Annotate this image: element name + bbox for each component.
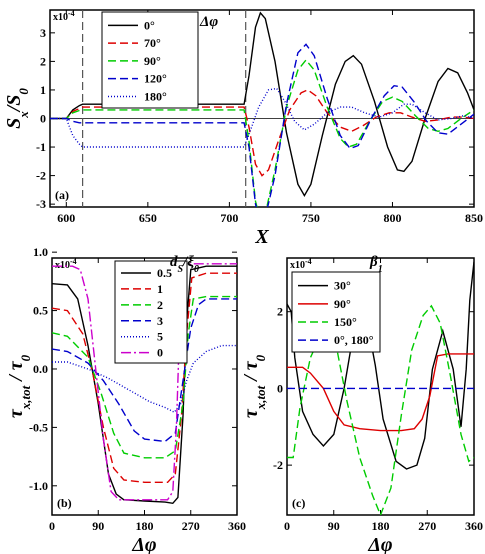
- panel-tag: (a): [55, 188, 69, 202]
- series-line-a-3: [50, 43, 474, 207]
- panel-a: 600 650 700 750 800 850-3-2-10123x10-40°70°90…: [3, 9, 483, 249]
- panel-tag: (b): [57, 496, 72, 510]
- y-tick-label: 0: [277, 381, 283, 395]
- panel-tag: (c): [292, 496, 305, 510]
- x-tick-label: 270: [418, 519, 436, 533]
- series-line-b-4: [52, 344, 237, 414]
- x-tick-label: 360: [228, 519, 246, 533]
- y-tick-label: -0.5: [29, 420, 48, 434]
- x-axis-label: Δφ: [367, 534, 392, 554]
- y-tick-label: 1: [40, 83, 46, 97]
- x-tick-label: 90: [328, 519, 340, 533]
- y-axis-label: Sx/S0: [3, 88, 31, 129]
- legend-title: β1: [369, 254, 383, 275]
- legend-box: [114, 260, 188, 364]
- y-tick-label: 2: [40, 54, 46, 68]
- legend-label: 150°: [334, 315, 357, 329]
- y-tick-label: 0.5: [33, 304, 48, 318]
- x-tick-label: 850: [465, 211, 483, 225]
- x-axis-label: X: [254, 226, 269, 248]
- y-tick-label: -1.0: [29, 479, 48, 493]
- x-tick-label: 360: [465, 519, 483, 533]
- legend-label: 5: [157, 330, 163, 344]
- x-tick-label: 180: [136, 519, 154, 533]
- y-tick-label: 0: [40, 111, 46, 125]
- legend-label: 3: [157, 314, 163, 328]
- x-tick-label: 700: [220, 211, 238, 225]
- y-tick-label: 2: [277, 305, 283, 319]
- y-tick-label: 1.0: [33, 245, 48, 259]
- y-tick-label: -3: [36, 197, 46, 211]
- y-tick-label: 0.0: [33, 362, 48, 376]
- legend-label: 0: [157, 346, 163, 360]
- y-tick-label: 3: [40, 26, 46, 40]
- x-tick-label: 180: [372, 519, 390, 533]
- legend-label: 1: [157, 282, 163, 296]
- series-line-b-0: [52, 265, 237, 505]
- legend-label: 70°: [144, 36, 161, 50]
- x-tick-label: 0: [49, 519, 55, 533]
- panel-b: 0 90 180 270 360-1.0-0.50.00.51.0x10-40.5123…: [5, 245, 246, 554]
- series-line-c-0: [287, 261, 474, 470]
- x-tick-label: 270: [182, 519, 200, 533]
- legend-title: Δφ: [199, 14, 218, 30]
- x-tick-label: 600: [57, 211, 75, 225]
- x-tick-label: 650: [139, 211, 157, 225]
- series-line-a-2: [50, 58, 474, 207]
- y-tick-label: -2: [36, 169, 46, 183]
- legend-label: 180°: [144, 89, 167, 103]
- series-line-b-1: [52, 272, 237, 483]
- y-axis-label: τx,tot / τ0: [5, 354, 33, 418]
- y-tick-label: -2: [273, 458, 283, 472]
- legend-label: 0°: [144, 18, 155, 32]
- legend-label: 120°: [144, 72, 167, 86]
- series-line-c-1: [287, 353, 474, 432]
- y-axis-label: τx,tot / τ0: [240, 354, 268, 418]
- y-tick-label: -1: [36, 140, 46, 154]
- legend-title: dS/ξ0: [170, 254, 199, 275]
- legend-label: 90°: [144, 54, 161, 68]
- legend-label: 30°: [334, 279, 351, 293]
- legend-label: 0.5: [157, 266, 172, 280]
- x-tick-label: 90: [92, 519, 104, 533]
- x-tick-label: 0: [284, 519, 290, 533]
- series-line-b-2: [52, 295, 237, 459]
- legend-label: 0°, 180°: [334, 333, 374, 347]
- x-axis-label: Δφ: [131, 534, 156, 554]
- legend-label: 2: [157, 298, 163, 312]
- legend-box: [101, 11, 199, 109]
- series-line-b-3: [52, 298, 237, 443]
- x-tick-label: 750: [302, 211, 320, 225]
- legend-label: 90°: [334, 297, 351, 311]
- x-tick-label: 800: [383, 211, 401, 225]
